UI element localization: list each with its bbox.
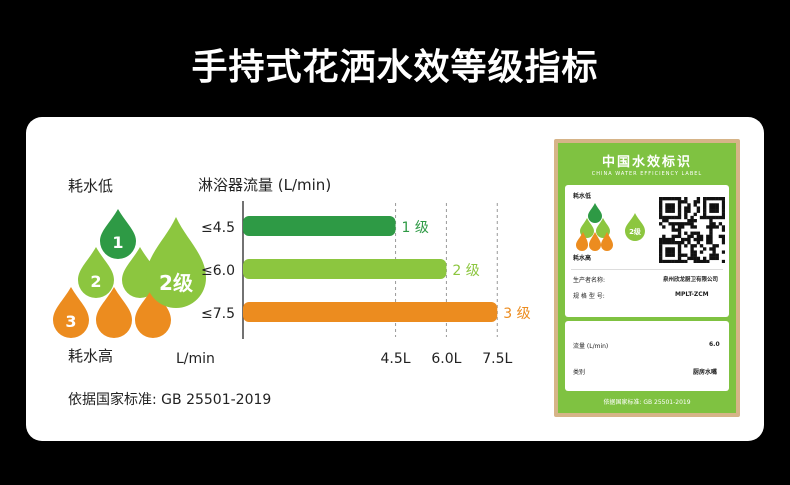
content-card: 耗水低 1 2 3 2级 耗水高 淋浴器流量 (L/min) ≤4.5 1 级 ≤6.… [26, 117, 764, 441]
qr-code[interactable] [659, 197, 726, 264]
drop-icon-grade-1: 1 [100, 209, 136, 259]
drop-number-1: 1 [112, 233, 123, 252]
label-divider [571, 269, 723, 270]
producer-value: 泉州欣龙厨卫有限公司 [663, 277, 719, 283]
page-title: 手持式花洒水效等级指标 [191, 47, 599, 88]
model-key: 规 格 型 号: [573, 293, 605, 300]
data-label-1: 1 级 [402, 220, 429, 236]
label-inner: 中国水效标识 CHINA WATER EFFICIENCY LABEL 耗水低 … [558, 143, 736, 413]
chart-title: 淋浴器流量 (L/min) [198, 176, 331, 194]
x-tick-label-2: 7.5L [482, 351, 512, 367]
flow-key: 流量 (L/min) [573, 343, 609, 350]
bar-1 [243, 216, 396, 236]
x-tick-label-1: 6.0L [431, 351, 461, 367]
drop-icon-grade-3a: 3 [53, 287, 89, 338]
producer-key: 生产者名称: [573, 277, 606, 284]
label-spec-box: 流量 (L/min) 6.0 类别 厨房水嘴 [565, 321, 729, 391]
high-consumption-label: 耗水高 [68, 347, 114, 365]
x-tick-label-0: 4.5L [381, 351, 411, 367]
category-label-2: ≤6.0 [201, 263, 235, 279]
label-subtitle: CHINA WATER EFFICIENCY LABEL [591, 171, 703, 177]
label-title: 中国水效标识 [601, 155, 692, 170]
x-axis-label: L/min [176, 351, 215, 367]
flow-bar-chart: 淋浴器流量 (L/min) ≤4.5 1 级 ≤6.0 2 级 ≤7.5 3 级 4.5L 6.… [176, 176, 531, 367]
model-value: MPLT-ZCM [675, 291, 709, 298]
drop-icon-grade-3c [135, 287, 171, 338]
bar-2 [243, 259, 447, 279]
label-high-text: 耗水高 [573, 255, 592, 262]
efficiency-drops: 1 2 3 2级 [53, 209, 206, 338]
drop-number-2: 2 [90, 272, 101, 291]
flow-value: 6.0 [709, 341, 720, 348]
low-consumption-label: 耗水低 [68, 177, 114, 195]
big-drop-badge-icon: 2级 [146, 217, 206, 308]
drop-icon-grade-2a: 2 [78, 247, 114, 298]
category-label-1: ≤4.5 [201, 220, 235, 236]
category-key: 类别 [573, 369, 586, 376]
label-drops-icon: 2级 [576, 203, 645, 251]
drop-number-3: 3 [65, 312, 76, 331]
label-info-box: 耗水低 2级 耗水高 生产者名称: 泉州欣龙厨卫有限公司 规 格 型 号: [565, 185, 729, 317]
category-label-3: ≤7.5 [201, 306, 235, 322]
data-label-3: 3 级 [503, 306, 530, 322]
label-low-text: 耗水低 [573, 193, 592, 200]
drop-icon-grade-3b [96, 287, 132, 338]
bar-3 [243, 302, 498, 322]
label-footer: 依据国家标准: GB 25501-2019 [603, 399, 691, 406]
label-grade-text: 2级 [629, 227, 642, 236]
qr-pattern [659, 197, 726, 264]
category-value: 厨房水嘴 [693, 369, 718, 376]
standard-text: 依据国家标准: GB 25501-2019 [68, 392, 272, 408]
water-efficiency-label: 中国水效标识 CHINA WATER EFFICIENCY LABEL 耗水低 … [554, 139, 740, 417]
grade-badge-text: 2级 [159, 271, 193, 295]
data-label-2: 2 级 [452, 263, 479, 279]
